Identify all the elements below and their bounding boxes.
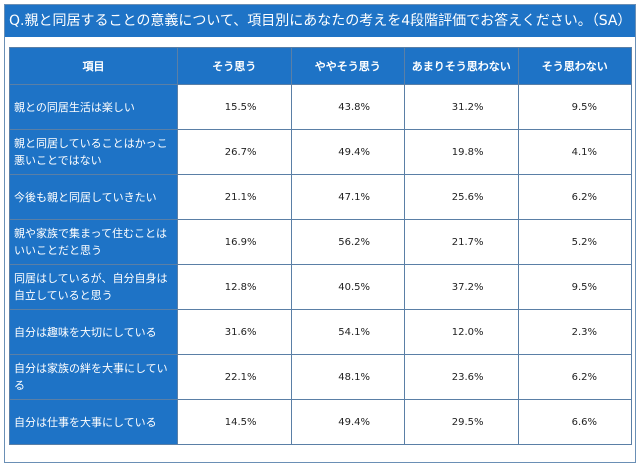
column-header-item: 項目 <box>9 47 178 85</box>
cell-agree: 21.1% <box>177 174 292 220</box>
cell-agree: 14.5% <box>177 399 292 445</box>
cell-somewhat-agree: 43.8% <box>290 84 405 130</box>
row-label: 自分は仕事を大事にしている <box>9 399 178 445</box>
cell-somewhat-disagree: 21.7% <box>404 219 519 265</box>
table-row: 自分は家族の絆を大事にしている 22.1% 48.1% 23.6% 6.2% <box>9 354 632 400</box>
cell-agree: 26.7% <box>177 129 292 175</box>
cell-somewhat-agree: 49.4% <box>290 129 405 175</box>
cell-disagree: 6.2% <box>517 174 632 220</box>
cell-agree: 12.8% <box>177 264 292 310</box>
table-row: 自分は趣味を大切にしている 31.6% 54.1% 12.0% 2.3% <box>9 309 632 355</box>
cell-agree: 16.9% <box>177 219 292 265</box>
row-label: 同居はしているが、自分自身は自立していると思う <box>9 264 178 310</box>
column-header-disagree: そう思わない <box>517 47 632 85</box>
cell-disagree: 9.5% <box>517 264 632 310</box>
row-label: 今後も親と同居していきたい <box>9 174 178 220</box>
cell-agree: 31.6% <box>177 309 292 355</box>
cell-somewhat-agree: 47.1% <box>290 174 405 220</box>
cell-disagree: 2.3% <box>517 309 632 355</box>
cell-somewhat-disagree: 37.2% <box>404 264 519 310</box>
table-row: 同居はしているが、自分自身は自立していると思う 12.8% 40.5% 37.2… <box>9 264 632 310</box>
cell-disagree: 6.2% <box>517 354 632 400</box>
column-header-somewhat-agree: ややそう思う <box>290 47 405 85</box>
cell-somewhat-disagree: 25.6% <box>404 174 519 220</box>
table-row: 自分は仕事を大事にしている 14.5% 49.4% 29.5% 6.6% <box>9 399 632 445</box>
cell-somewhat-agree: 40.5% <box>290 264 405 310</box>
cell-disagree: 4.1% <box>517 129 632 175</box>
column-header-somewhat-disagree: あまりそう思わない <box>404 47 519 85</box>
cell-agree: 22.1% <box>177 354 292 400</box>
cell-somewhat-disagree: 19.8% <box>404 129 519 175</box>
cell-somewhat-agree: 48.1% <box>290 354 405 400</box>
table-row: 親や家族で集まって住むことはいいことだと思う 16.9% 56.2% 21.7%… <box>9 219 632 265</box>
table-row: 親と同居していることはかっこ悪いことではない 26.7% 49.4% 19.8%… <box>9 129 632 175</box>
row-label: 親と同居していることはかっこ悪いことではない <box>9 129 178 175</box>
cell-disagree: 5.2% <box>517 219 632 265</box>
cell-disagree: 9.5% <box>517 84 632 130</box>
cell-somewhat-agree: 54.1% <box>290 309 405 355</box>
survey-panel: Q.親と同居することの意義について、項目別にあなたの考えを4段階評価でお答えくだ… <box>4 4 636 463</box>
cell-disagree: 6.6% <box>517 399 632 445</box>
cell-agree: 15.5% <box>177 84 292 130</box>
column-header-agree: そう思う <box>177 47 292 85</box>
question-title: Q.親と同居することの意義について、項目別にあなたの考えを4段階評価でお答えくだ… <box>5 5 635 37</box>
row-label: 自分は趣味を大切にしている <box>9 309 178 355</box>
table-row: 親との同居生活は楽しい 15.5% 43.8% 31.2% 9.5% <box>9 84 632 130</box>
row-label: 自分は家族の絆を大事にしている <box>9 354 178 400</box>
cell-somewhat-disagree: 12.0% <box>404 309 519 355</box>
cell-somewhat-disagree: 29.5% <box>404 399 519 445</box>
cell-somewhat-agree: 56.2% <box>290 219 405 265</box>
cell-somewhat-agree: 49.4% <box>290 399 405 445</box>
row-label: 親との同居生活は楽しい <box>9 84 178 130</box>
cell-somewhat-disagree: 31.2% <box>404 84 519 130</box>
cell-somewhat-disagree: 23.6% <box>404 354 519 400</box>
table-row: 今後も親と同居していきたい 21.1% 47.1% 25.6% 6.2% <box>9 174 632 220</box>
table-header-row: 項目 そう思う ややそう思う あまりそう思わない そう思わない <box>9 47 632 85</box>
row-label: 親や家族で集まって住むことはいいことだと思う <box>9 219 178 265</box>
survey-table: 項目 そう思う ややそう思う あまりそう思わない そう思わない 親との同居生活は… <box>9 47 632 445</box>
